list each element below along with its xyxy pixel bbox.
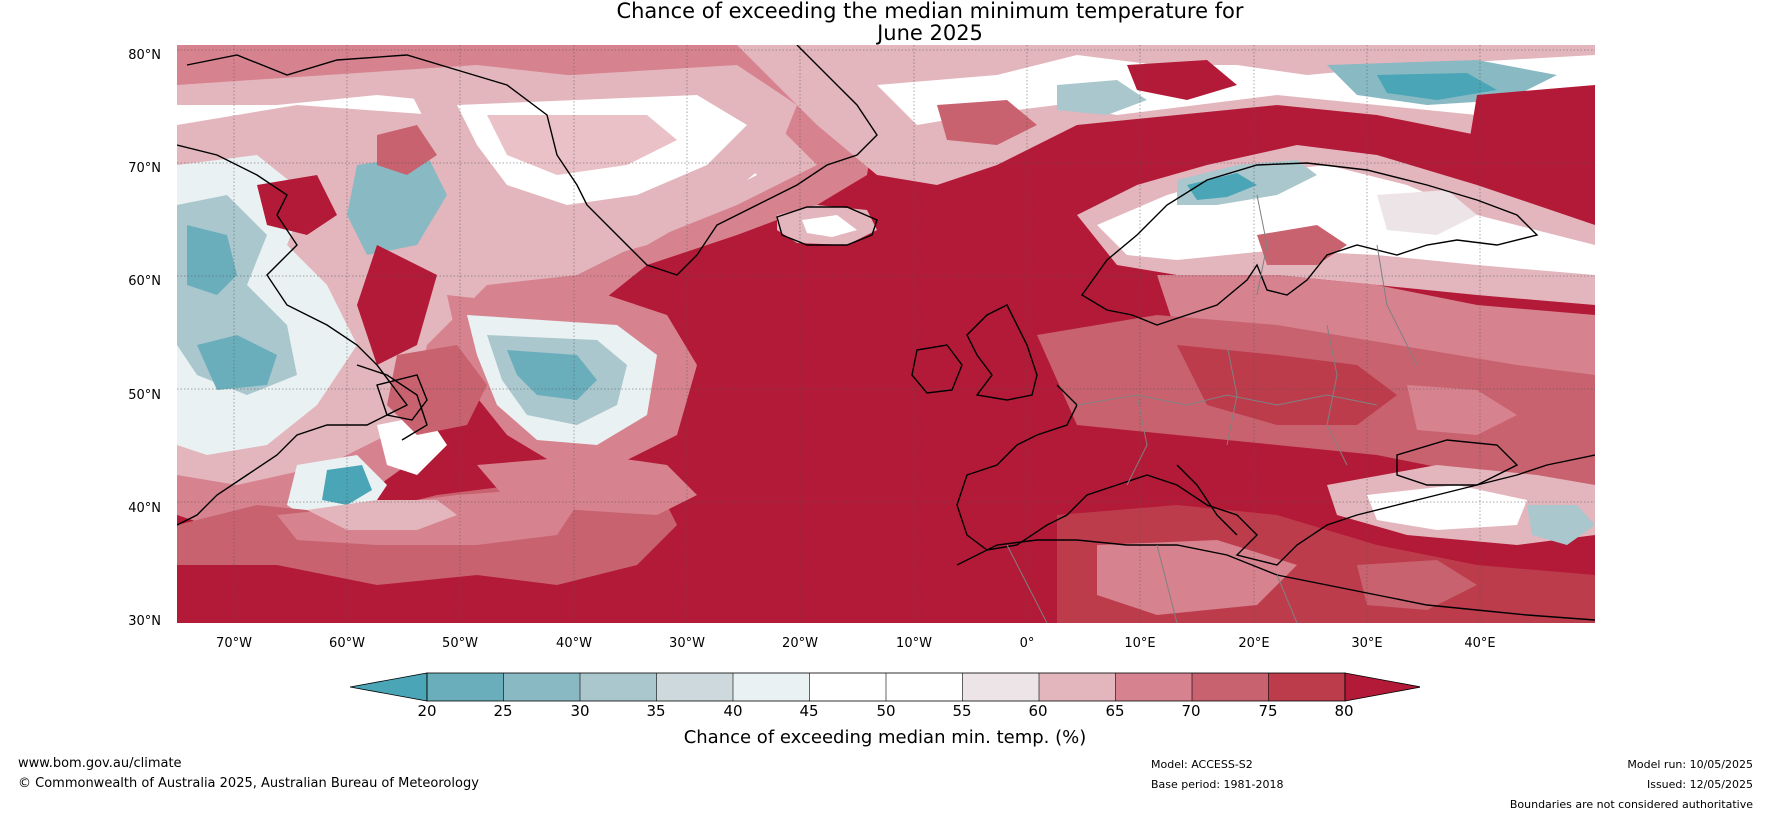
lon-label-30w: 30°W [669, 636, 705, 651]
lon-label-20w: 20°W [782, 636, 818, 651]
footer-disclaimer: Boundaries are not considered authoritat… [1509, 798, 1753, 811]
region-greenland [407, 65, 797, 265]
region-southwest [177, 455, 697, 585]
map-title-line2: June 2025 [877, 21, 983, 45]
colorbar-segment [809, 673, 887, 701]
footer-issued: Issued: 12/05/2025 [1646, 778, 1753, 791]
colorbar-tick-55: 55 [952, 702, 972, 720]
colorbar-tick-80: 80 [1334, 702, 1354, 720]
lon-label-40e: 40°E [1464, 636, 1496, 651]
region-europe [1037, 315, 1595, 623]
colorbar-tick-35: 35 [646, 702, 666, 720]
lon-label-40w: 40°W [556, 636, 592, 651]
colorbar-tick-50: 50 [876, 702, 896, 720]
lat-label-50n: 50°N [128, 388, 161, 403]
colorbar-tick-75: 75 [1258, 702, 1278, 720]
lon-label-60w: 60°W [329, 636, 365, 651]
colorbar-tick-25: 25 [493, 702, 513, 720]
footer-website: www.bom.gov.au/climate [18, 756, 182, 771]
colorbar-segment [1268, 673, 1346, 701]
lon-label-50w: 50°W [442, 636, 478, 651]
colorbar-segment [733, 673, 810, 701]
lon-label-70w: 70°W [216, 636, 252, 651]
colorbar-tick-20: 20 [417, 702, 437, 720]
lat-label-80n: 80°N [128, 48, 161, 63]
lon-label-20e: 20°E [1238, 636, 1270, 651]
lon-label-30e: 30°E [1351, 636, 1383, 651]
colorbar [349, 670, 1422, 710]
lon-label-10w: 10°W [896, 636, 932, 651]
colorbar-extend-high [1344, 672, 1422, 702]
region-scandinavia [1077, 145, 1595, 385]
colorbar-segment [962, 673, 1040, 701]
colorbar-segment [1192, 673, 1269, 701]
colorbar-tick-40: 40 [723, 702, 743, 720]
colorbar-segment [886, 673, 963, 701]
colorbar-segment [1115, 673, 1193, 701]
colorbar-label: Chance of exceeding median min. temp. (%… [683, 727, 1087, 748]
region-arctic [737, 45, 1595, 205]
map-svg [177, 45, 1595, 623]
lat-label-70n: 70°N [128, 161, 161, 176]
colorbar-tick-65: 65 [1105, 702, 1125, 720]
colorbar-segment [503, 673, 581, 701]
lat-label-60n: 60°N [128, 274, 161, 289]
colorbar-tick-70: 70 [1181, 702, 1201, 720]
coastlines [177, 45, 1595, 621]
probability-map [177, 45, 1595, 623]
colorbar-segment [427, 673, 504, 701]
lon-label-0: 0° [1019, 636, 1035, 651]
footer-base-period: Base period: 1981-2018 [1151, 778, 1284, 791]
colorbar-segment [1039, 673, 1116, 701]
footer-model: Model: ACCESS-S2 [1151, 758, 1253, 771]
lat-label-30n: 30°N [128, 614, 161, 629]
map-title-line1: Chance of exceeding the median minimum t… [616, 0, 1244, 23]
region-central-atlantic-cool [357, 245, 697, 465]
country-borders [1006, 194, 1418, 623]
lat-label-40n: 40°N [128, 501, 161, 516]
colorbar-svg [349, 672, 1422, 702]
colorbar-tick-30: 30 [570, 702, 590, 720]
colorbar-extend-low [349, 672, 428, 702]
colorbar-tick-60: 60 [1028, 702, 1048, 720]
colorbar-segment [580, 673, 657, 701]
colorbar-tick-45: 45 [799, 702, 819, 720]
lon-label-10e: 10°E [1124, 636, 1156, 651]
footer-copyright: © Commonwealth of Australia 2025, Austra… [18, 776, 479, 791]
colorbar-segment [656, 673, 734, 701]
footer-model-run: Model run: 10/05/2025 [1627, 758, 1753, 771]
